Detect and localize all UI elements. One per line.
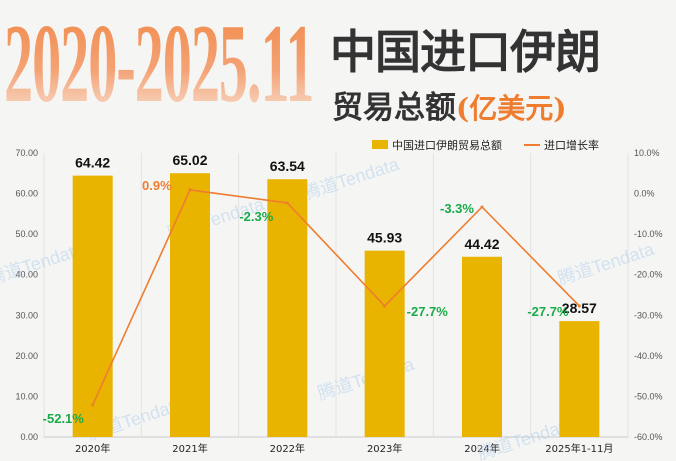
y-right-tick: -10.0% <box>634 229 663 239</box>
watermark: 腾道Tendata <box>555 239 657 289</box>
x-tick-label: 2025年1-11月 <box>545 442 613 455</box>
bar <box>559 321 600 437</box>
y-left-tick: 30.00 <box>15 310 38 320</box>
growth-point <box>383 304 387 308</box>
growth-point <box>188 188 192 192</box>
bar-value-label: 45.93 <box>367 230 402 246</box>
y-right-tick: -40.0% <box>634 351 663 361</box>
bar-value-label: 63.54 <box>270 158 305 174</box>
bar-value-label: 64.42 <box>75 155 110 171</box>
y-right-tick: 10.0% <box>634 148 660 158</box>
y-right-tick: -20.0% <box>634 270 663 280</box>
bar-value-label: 44.42 <box>464 236 499 252</box>
bar-value-label: 65.02 <box>172 152 207 168</box>
bar-value-label: 28.57 <box>562 300 597 316</box>
growth-label: -52.1% <box>43 411 85 426</box>
growth-label: -2.3% <box>239 209 273 224</box>
y-right-tick: -60.0% <box>634 432 663 442</box>
legend-label-line: 进口增长率 <box>544 138 599 152</box>
y-left-tick: 40.00 <box>15 270 38 280</box>
growth-label: 0.9% <box>142 178 172 193</box>
growth-label: -27.7% <box>527 304 569 319</box>
y-left-tick: 0.00 <box>20 432 38 442</box>
growth-point <box>285 201 289 205</box>
growth-point <box>577 304 581 308</box>
legend-swatch-bar <box>372 140 388 149</box>
title-main: 中国进口伊朗 <box>330 25 601 79</box>
x-tick-label: 2020年 <box>75 442 110 455</box>
y-left-tick: 20.00 <box>15 351 38 361</box>
watermark: 腾道Tendata <box>300 154 402 204</box>
growth-line <box>91 189 580 406</box>
y-left-tick: 70.00 <box>15 148 38 158</box>
y-left-tick: 50.00 <box>15 229 38 239</box>
x-tick-label: 2021年 <box>172 442 207 455</box>
growth-point <box>480 205 484 209</box>
bar <box>267 179 308 437</box>
x-tick-label: 2023年 <box>367 442 402 455</box>
y-right-tick: -30.0% <box>634 310 663 320</box>
y-right-tick: 0.0% <box>634 189 655 199</box>
title-unit: (亿美元) <box>456 92 567 125</box>
x-tick-label: 2024年 <box>464 442 499 455</box>
y-left-tick: 10.00 <box>15 391 38 401</box>
title-period: 2020-2025.11 <box>4 2 315 126</box>
bar <box>72 175 113 437</box>
title-sub-text: 贸易总额 <box>332 90 456 126</box>
y-left-tick: 60.00 <box>15 189 38 199</box>
growth-point <box>91 403 95 407</box>
legend-label-bar: 中国进口伊朗贸易总额 <box>392 138 502 152</box>
title-sub: 贸易总额(亿美元) <box>332 82 567 127</box>
growth-label: -27.7% <box>407 304 449 319</box>
bar <box>364 250 405 437</box>
x-tick-label: 2022年 <box>270 442 305 455</box>
growth-label: -3.3% <box>440 201 474 216</box>
bar <box>462 256 502 437</box>
bar <box>170 173 210 437</box>
y-right-tick: -50.0% <box>634 391 663 401</box>
